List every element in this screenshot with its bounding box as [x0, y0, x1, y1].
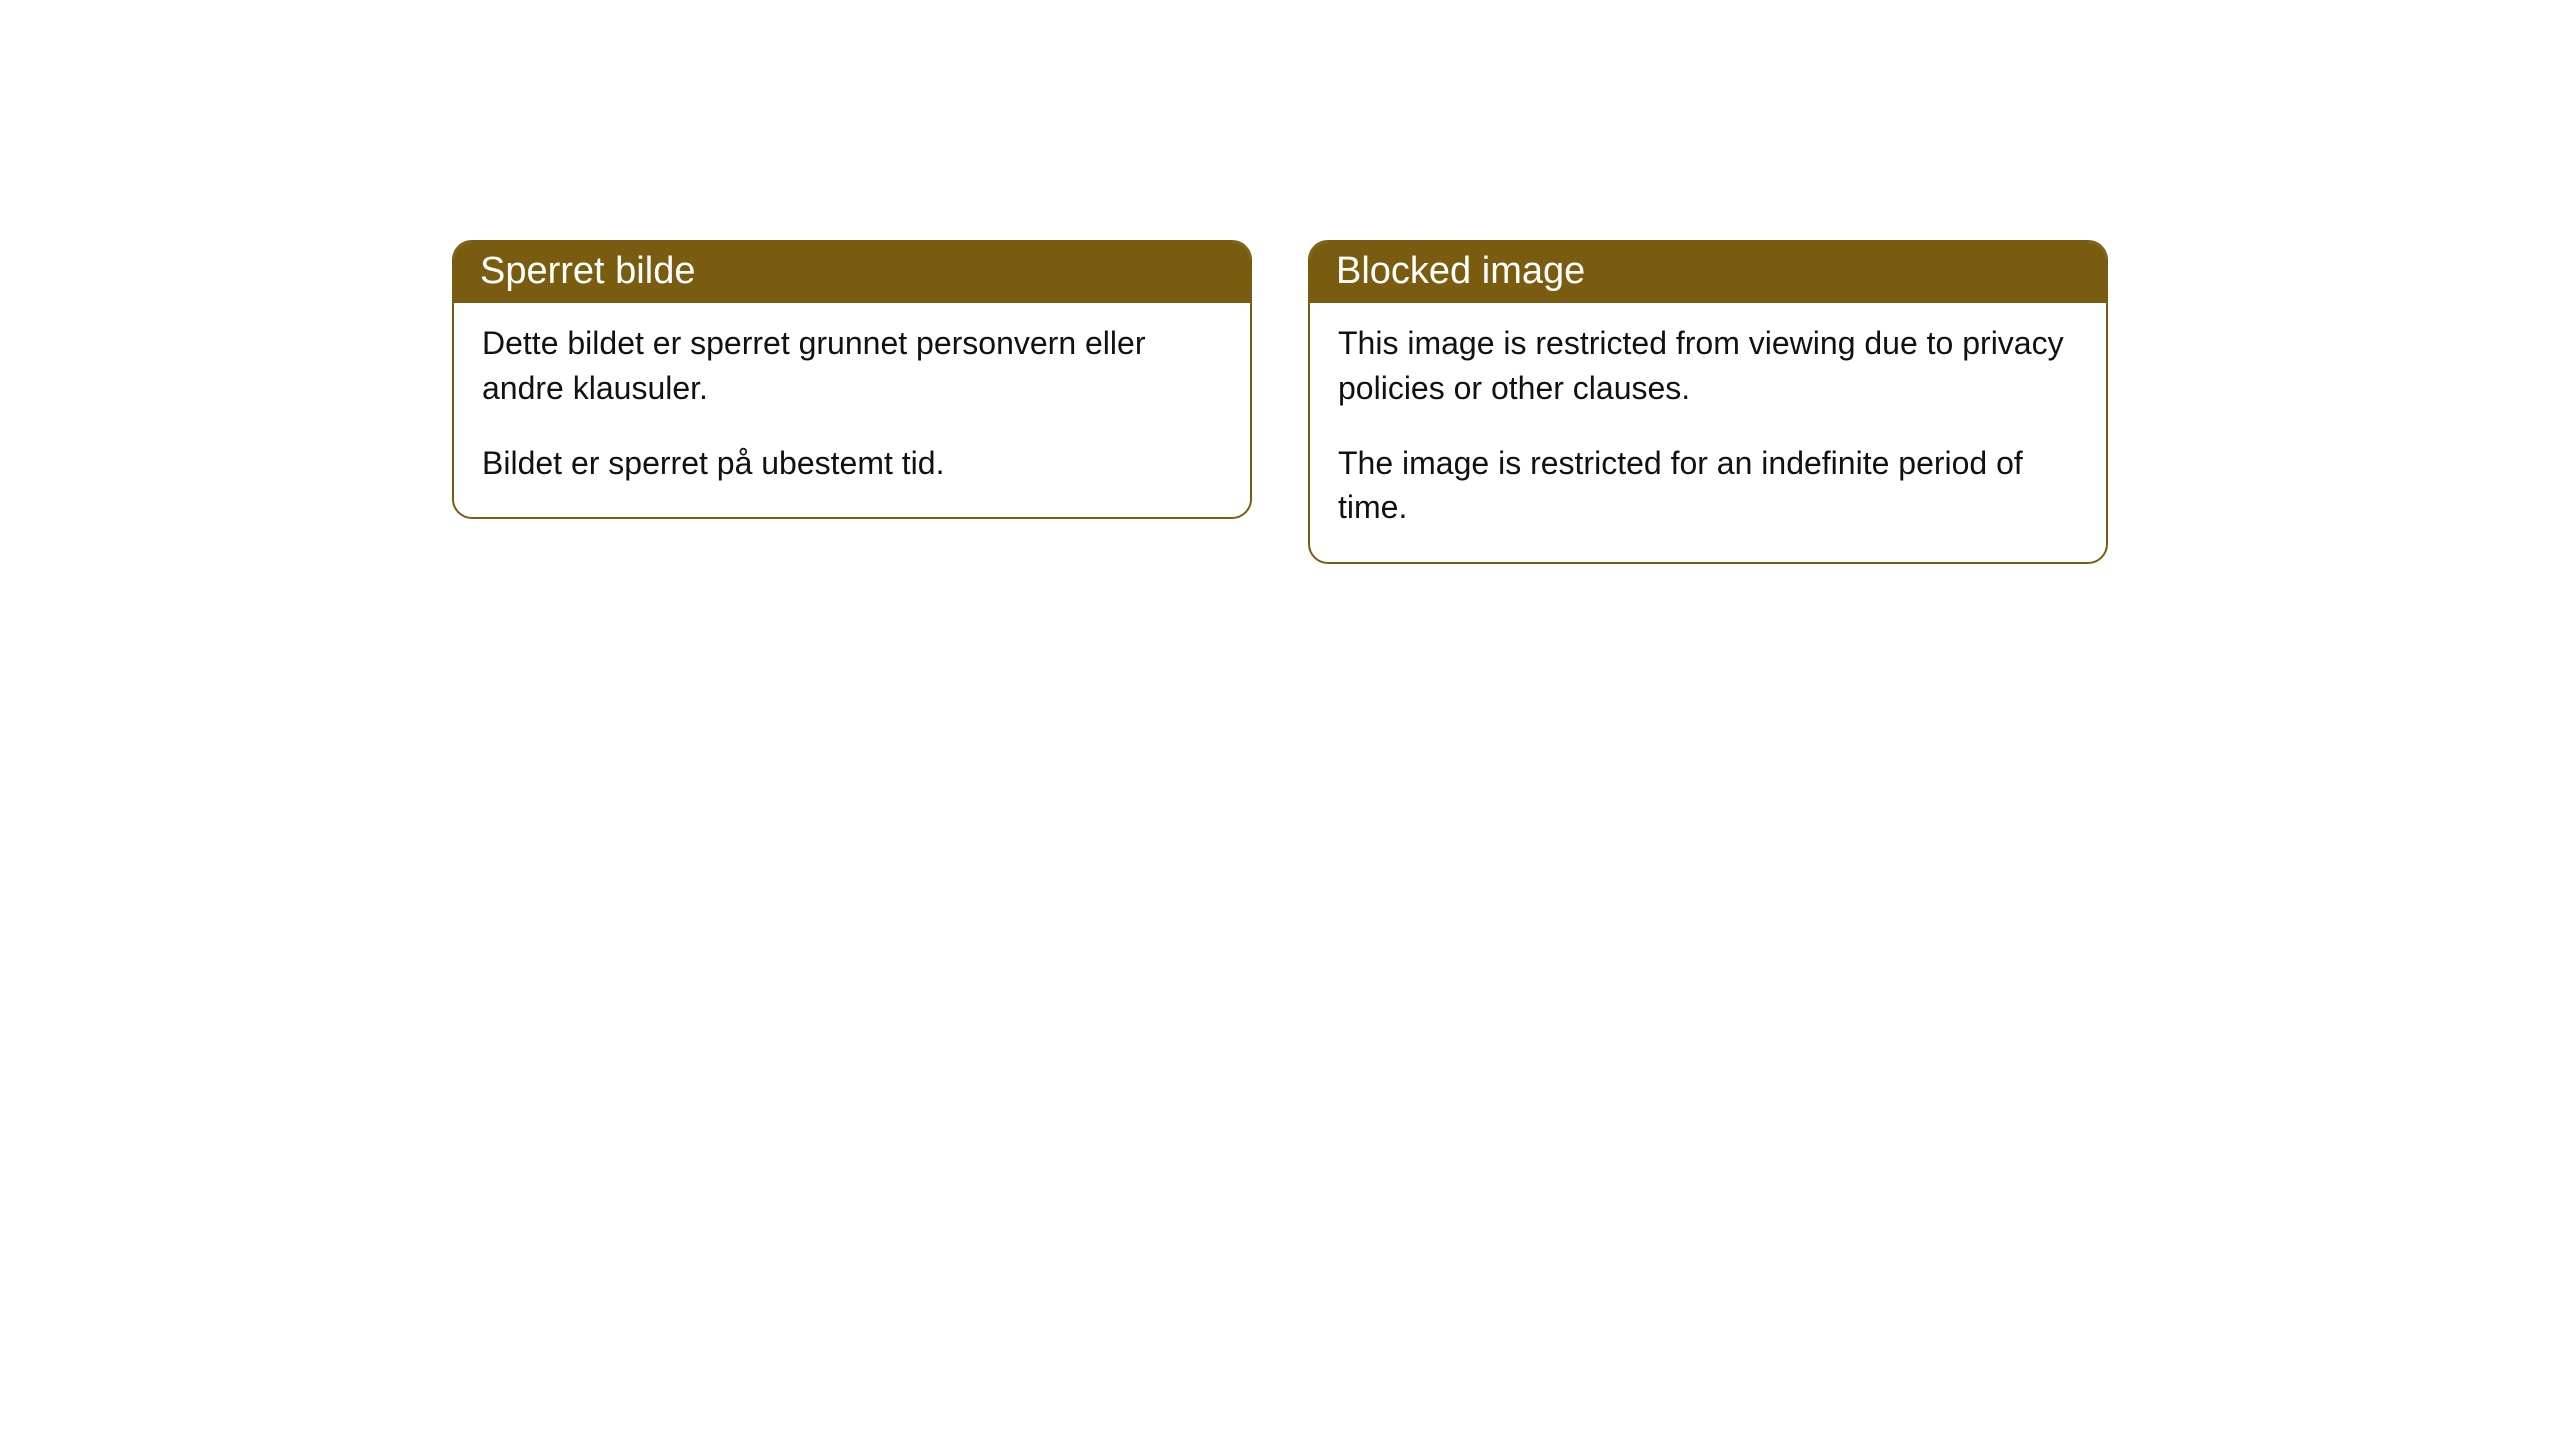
- notice-title: Sperret bilde: [480, 250, 695, 292]
- notice-card-english: Blocked image This image is restricted f…: [1308, 240, 2108, 564]
- notice-body: Dette bildet er sperret grunnet personve…: [454, 303, 1250, 517]
- notice-title: Blocked image: [1336, 250, 1585, 292]
- notice-header: Blocked image: [1310, 242, 2106, 303]
- notice-paragraph-1: Dette bildet er sperret grunnet personve…: [482, 321, 1222, 411]
- notice-card-norwegian: Sperret bilde Dette bildet er sperret gr…: [452, 240, 1252, 519]
- notice-body: This image is restricted from viewing du…: [1310, 303, 2106, 562]
- notice-paragraph-2: Bildet er sperret på ubestemt tid.: [482, 441, 1222, 486]
- notice-header: Sperret bilde: [454, 242, 1250, 303]
- notice-paragraph-1: This image is restricted from viewing du…: [1338, 321, 2078, 411]
- notice-paragraph-2: The image is restricted for an indefinit…: [1338, 441, 2078, 531]
